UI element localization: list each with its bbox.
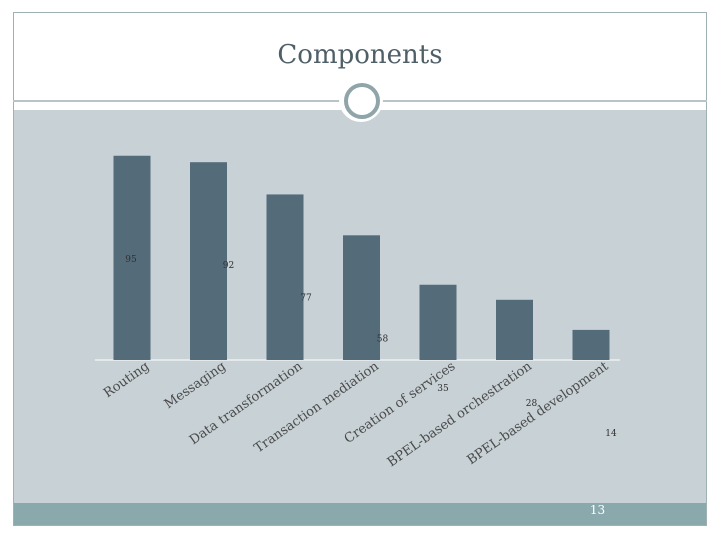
footer-bar [14, 503, 706, 525]
bar-6 [572, 329, 610, 360]
category-label-5: BPEL-based orchestration [385, 359, 535, 471]
value-label-6: 14 [605, 429, 617, 439]
category-label-3: Transaction mediation [252, 359, 383, 457]
value-label-0: 95 [125, 255, 137, 265]
slide-title: Components [277, 40, 443, 70]
page-number: 13 [589, 503, 606, 517]
value-label-1: 92 [223, 261, 234, 271]
bar-5 [496, 299, 533, 360]
value-label-5: 28 [526, 399, 538, 409]
bar-3 [343, 235, 380, 360]
medallion-ring [344, 83, 380, 119]
bar-4 [419, 284, 457, 360]
value-label-3: 58 [377, 334, 389, 344]
category-label-0: Routing [101, 359, 152, 401]
bars-group [113, 155, 610, 360]
bar-1 [190, 162, 227, 360]
bar-0 [113, 155, 151, 360]
category-label-6: BPEL-based development [465, 359, 612, 468]
category-label-1: Messaging [162, 359, 229, 412]
value-label-4: 35 [437, 384, 449, 394]
bar-2 [266, 194, 304, 360]
value-labels-group: 95 92 77 58 35 28 14 [125, 255, 617, 439]
medallion-icon [339, 78, 383, 122]
value-label-2: 77 [300, 293, 312, 303]
